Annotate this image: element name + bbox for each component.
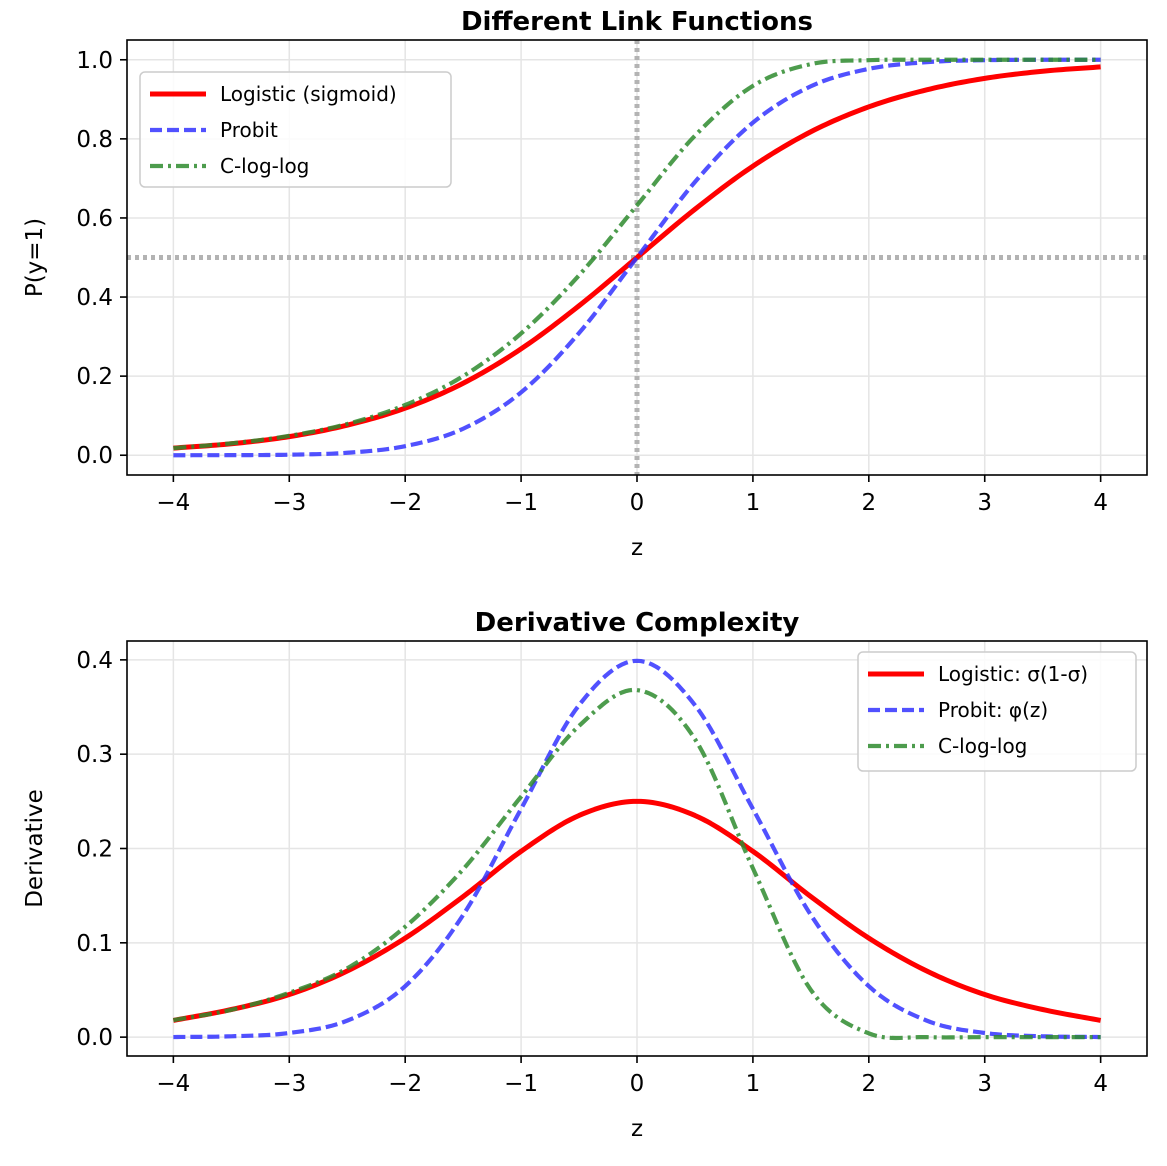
x-tick-label: −2 <box>388 490 422 516</box>
series-line-1 <box>173 64 1101 451</box>
y-tick-label: 0.1 <box>76 931 113 957</box>
y-tick-label: 0.4 <box>76 285 113 311</box>
y-tick-label: 0.0 <box>76 1025 113 1051</box>
x-tick-label: 3 <box>977 1071 992 1097</box>
chart-title: Derivative Complexity <box>475 608 800 638</box>
y-tick-label: 0.2 <box>76 837 113 863</box>
x-tick-label: 1 <box>746 1071 761 1097</box>
legend: Logistic (sigmoid) Probit C-log-log <box>139 71 452 188</box>
x-tick-label: −3 <box>272 1071 306 1097</box>
x-axis-label: z <box>631 1116 643 1142</box>
legend-box <box>139 71 452 188</box>
series-lines <box>173 57 1101 458</box>
y-tick-label: 0.2 <box>76 364 113 390</box>
legend: Logistic: σ(1-σ) Probit: φ(z) C-log-log <box>857 651 1137 772</box>
x-tick-label: −1 <box>504 490 538 516</box>
x-axis-label: z <box>631 535 643 561</box>
series-line-3 <box>173 57 1101 451</box>
y-tick-label: 0.4 <box>76 648 113 674</box>
x-tick-label: −1 <box>504 1071 538 1097</box>
legend-label-2: Probit: φ(z) <box>938 698 1048 722</box>
x-tick-label: 3 <box>977 490 992 516</box>
x-tick-label: 1 <box>746 490 761 516</box>
x-tick-label: −3 <box>272 490 306 516</box>
y-axis-label: P(y=1) <box>22 218 48 297</box>
subplot-1: −4 −3 −2 −1 0 1 2 3 4 0.0 0.2 0.4 0.6 0.8 1.0 Different… <box>22 7 1148 561</box>
y-tick-label: 0.0 <box>76 443 113 469</box>
chart-title: Different Link Functions <box>461 7 813 37</box>
y-tick-label: 0.3 <box>76 742 113 768</box>
x-tick-label: −4 <box>156 1071 190 1097</box>
series-lines <box>172 658 1102 1041</box>
y-axis-label: Derivative <box>22 789 48 908</box>
x-tick-label: 4 <box>1093 490 1108 516</box>
legend-label-3: C-log-log <box>220 154 309 178</box>
x-tick-label: 0 <box>630 1071 645 1097</box>
legend-label-2: Probit <box>220 118 278 142</box>
y-tick-label: 0.6 <box>76 206 113 232</box>
legend-label-3: C-log-log <box>938 734 1027 758</box>
x-tick-label: 2 <box>861 1071 876 1097</box>
legend-box <box>857 651 1137 772</box>
subplot-2: −4 −3 −2 −1 0 1 2 3 4 0.0 0.1 0.2 0.3 0.4 Derivative C… <box>22 608 1148 1142</box>
x-tick-label: 4 <box>1093 1071 1108 1097</box>
y-tick-label: 1.0 <box>76 48 113 74</box>
x-tick-label: −2 <box>388 1071 422 1097</box>
x-tick-label: −4 <box>156 490 190 516</box>
legend-label-1: Logistic: σ(1-σ) <box>938 662 1088 686</box>
series-line-2 <box>173 658 1101 1040</box>
y-tick-label: 0.8 <box>76 127 113 153</box>
x-tick-label: 2 <box>861 490 876 516</box>
series-line-3 <box>172 687 1101 1041</box>
legend-label-1: Logistic (sigmoid) <box>220 82 397 106</box>
x-tick-label: 0 <box>630 490 645 516</box>
